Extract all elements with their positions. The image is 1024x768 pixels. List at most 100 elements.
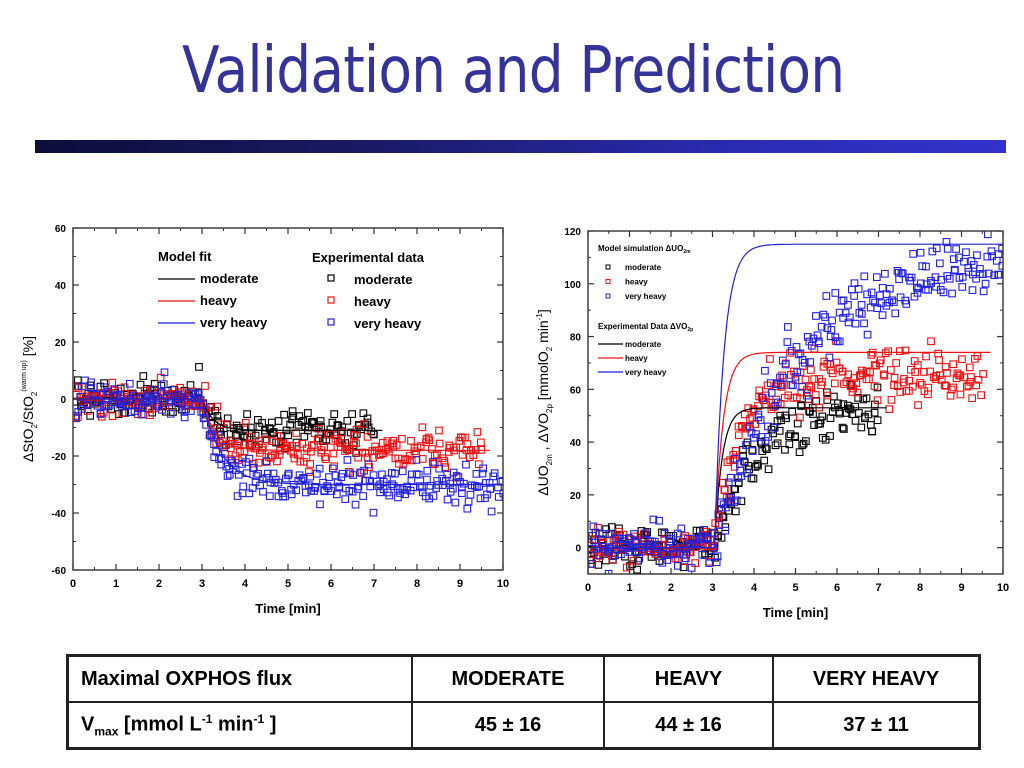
data-point — [721, 503, 730, 512]
data-point — [990, 271, 999, 280]
data-point — [731, 454, 739, 463]
table-row-label: Vmax [mmol L-1 min-1 ] — [66, 701, 413, 750]
data-point — [137, 410, 146, 419]
data-point — [300, 432, 309, 441]
x-tick-label: 7 — [875, 582, 881, 594]
data-point — [343, 456, 352, 464]
data-point — [946, 391, 955, 400]
data-point — [968, 394, 977, 403]
data-point — [357, 469, 366, 477]
legend-data-title: Experimental data — [312, 250, 425, 265]
data-point — [878, 311, 887, 319]
data-point — [277, 440, 285, 449]
data-point — [783, 323, 792, 331]
data-point — [588, 544, 595, 553]
legend-model-title: Model simulation ΔUO2m — [598, 244, 691, 255]
data-point — [857, 310, 866, 318]
data-point — [846, 313, 854, 322]
data-point — [658, 558, 667, 567]
data-point — [797, 402, 806, 410]
data-point — [835, 337, 844, 346]
data-point — [688, 534, 697, 543]
data-point — [263, 469, 272, 478]
data-point — [890, 373, 899, 382]
data-point — [869, 296, 877, 305]
data-point — [841, 309, 850, 317]
legend-entry-label: heavy — [200, 293, 238, 308]
data-point — [893, 266, 902, 275]
data-point — [677, 524, 686, 533]
data-point — [756, 416, 765, 424]
legend-square-swatch — [605, 279, 611, 284]
x-tick-label: 3 — [709, 582, 715, 594]
data-point — [147, 393, 156, 402]
table-cell-very-heavy: 37 ± 11 — [772, 701, 981, 750]
data-point — [87, 378, 95, 387]
data-point — [771, 441, 780, 450]
data-point — [254, 437, 263, 445]
data-point — [679, 534, 688, 542]
data-point — [186, 407, 195, 415]
data-point — [238, 460, 246, 468]
y-axis-label: ΔStO2/StO2(warm up) [%] — [20, 336, 39, 462]
data-point — [676, 543, 684, 551]
data-point — [900, 375, 908, 383]
data-point — [245, 454, 254, 463]
data-point — [295, 412, 304, 420]
data-point — [254, 458, 263, 467]
data-point — [794, 350, 803, 359]
x-tick-label: 8 — [414, 578, 420, 590]
data-point — [724, 478, 733, 487]
data-point — [625, 548, 634, 556]
data-point — [425, 436, 434, 445]
data-point — [429, 457, 437, 466]
data-point — [795, 448, 804, 457]
data-point — [826, 414, 835, 423]
x-tick-label: 0 — [70, 578, 76, 590]
data-point — [667, 535, 675, 543]
data-point — [280, 410, 288, 419]
data-point — [359, 409, 368, 418]
y-tick-label: 100 — [564, 280, 581, 291]
data-point — [785, 440, 794, 449]
data-point — [588, 559, 597, 568]
x-tick-label: 8 — [917, 582, 923, 594]
data-point — [393, 485, 402, 493]
x-tick-label: 4 — [242, 578, 249, 590]
data-point — [352, 439, 360, 448]
data-point — [870, 361, 879, 369]
data-point — [241, 418, 250, 427]
data-point — [828, 369, 837, 378]
data-point — [773, 398, 782, 407]
data-point — [424, 433, 433, 442]
data-point — [658, 549, 667, 558]
data-point — [217, 460, 226, 469]
data-point — [338, 428, 346, 437]
data-point — [960, 257, 968, 266]
data-point — [895, 347, 904, 355]
data-point — [371, 442, 379, 451]
data-point — [159, 380, 168, 388]
data-point — [914, 284, 923, 293]
data-point — [139, 372, 148, 380]
data-point — [679, 563, 688, 572]
data-point — [740, 457, 748, 466]
data-point — [330, 410, 339, 418]
data-point — [681, 532, 689, 540]
data-point — [157, 381, 166, 390]
data-point — [157, 387, 166, 396]
data-point — [234, 423, 243, 432]
data-point — [760, 456, 769, 465]
data-point — [902, 300, 911, 308]
data-point — [810, 421, 818, 429]
data-point — [823, 396, 832, 404]
data-point — [863, 290, 871, 299]
data-point — [807, 383, 815, 392]
data-point — [378, 470, 386, 479]
data-point — [108, 378, 117, 387]
data-point — [847, 285, 856, 294]
data-point — [655, 516, 663, 525]
data-point — [292, 486, 300, 495]
data-point — [249, 463, 258, 472]
data-point — [385, 491, 394, 500]
